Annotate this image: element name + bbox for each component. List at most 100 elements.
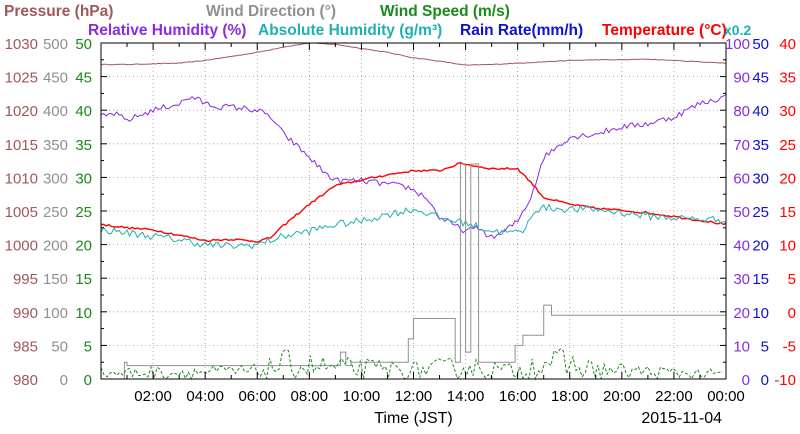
- pressure-tick-label: 1000: [5, 238, 38, 255]
- temperature-tick-label: 40: [779, 36, 796, 53]
- pressure-tick-label: 995: [13, 271, 38, 288]
- legend: Pressure (hPa) Wind Direction (°) Wind Spe…: [4, 3, 751, 39]
- temperature-tick-label: 35: [779, 70, 796, 87]
- wind-speed-tick-label: 50: [75, 36, 92, 53]
- legend-item: Absolute Humidity (g/m³): [258, 22, 442, 39]
- x-tick-label: 16:00: [499, 388, 537, 405]
- humidity-tick-label: 20: [733, 305, 750, 322]
- humidity-tick-label: 80: [733, 103, 750, 120]
- rain-rate-tick-label: 35: [752, 137, 769, 154]
- scale-note: x0.2: [724, 22, 751, 38]
- x-tick-label: 04:00: [186, 388, 224, 405]
- pressure-tick-label: 1030: [5, 36, 38, 53]
- x-tick-label: 00:00: [707, 388, 745, 405]
- humidity-tick-label: 90: [733, 70, 750, 87]
- rain-rate-tick-label: 30: [752, 170, 769, 187]
- wind-direction-tick-label: 250: [43, 204, 68, 221]
- temperature-tick-label: 25: [779, 137, 796, 154]
- rain-rate-tick-label: 0: [761, 372, 769, 389]
- series-relative-humidity: [100, 94, 727, 240]
- wind-direction-tick-label: 0: [60, 372, 68, 389]
- wind-direction-tick-label: 450: [43, 70, 68, 87]
- x-tick-label: 22:00: [655, 388, 693, 405]
- x-tick-label: 20:00: [603, 388, 641, 405]
- left-axes: 9809859909951000100510101015102010251030…: [5, 36, 92, 389]
- legend-item: Wind Direction (°): [206, 3, 336, 20]
- humidity-tick-label: 60: [733, 170, 750, 187]
- date-label: 2015-11-04: [641, 410, 722, 427]
- series-wind-speed: [100, 348, 723, 381]
- wind-speed-tick-label: 20: [75, 238, 92, 255]
- temperature-tick-label: 10: [779, 238, 796, 255]
- humidity-tick-label: 40: [733, 238, 750, 255]
- grid: [101, 43, 726, 379]
- rain-rate-tick-label: 15: [752, 271, 769, 288]
- x-tick-label: 10:00: [343, 388, 381, 405]
- x-tick-label: 12:00: [395, 388, 433, 405]
- legend-item: Wind Speed (m/s): [380, 3, 510, 20]
- wind-speed-tick-label: 25: [75, 204, 92, 221]
- wind-direction-tick-label: 500: [43, 36, 68, 53]
- tick-marks: [101, 42, 726, 380]
- wind-speed-tick-label: 30: [75, 170, 92, 187]
- legend-item: Rain Rate(mm/h): [460, 22, 583, 39]
- pressure-tick-label: 980: [13, 372, 38, 389]
- temperature-tick-label: 15: [779, 204, 796, 221]
- wind-speed-tick-label: 10: [75, 305, 92, 322]
- rain-rate-tick-label: 40: [752, 103, 769, 120]
- x-tick-label: 08:00: [291, 388, 329, 405]
- legend-item: Pressure (hPa): [4, 3, 113, 20]
- x-axis-label: Time (JST): [374, 410, 453, 427]
- temperature-tick-label: -10: [774, 372, 796, 389]
- legend-item: Relative Humidity (%): [88, 22, 246, 39]
- temperature-tick-label: 0: [788, 305, 796, 322]
- wind-speed-tick-label: 0: [84, 372, 92, 389]
- wind-speed-tick-label: 40: [75, 103, 92, 120]
- pressure-tick-label: 1015: [5, 137, 38, 154]
- wind-speed-tick-label: 45: [75, 70, 92, 87]
- wind-direction-tick-label: 300: [43, 170, 68, 187]
- wind-direction-tick-label: 100: [43, 305, 68, 322]
- x-axis: 02:00 04:00 06:00 08:00 10:00 12:00 14:00 16:00…: [134, 388, 744, 427]
- x-tick-label: 02:00: [134, 388, 172, 405]
- rain-rate-tick-label: 5: [761, 338, 769, 355]
- humidity-tick-label: 0: [742, 372, 750, 389]
- series-absolute-humidity: [100, 203, 727, 250]
- rain-rate-tick-label: 45: [752, 70, 769, 87]
- wind-speed-tick-label: 15: [75, 271, 92, 288]
- wind-direction-tick-label: 400: [43, 103, 68, 120]
- legend-item: Temperature (°C): [602, 22, 727, 39]
- pressure-tick-label: 1005: [5, 204, 38, 221]
- pressure-tick-label: 985: [13, 338, 38, 355]
- humidity-tick-label: 10: [733, 338, 750, 355]
- wind-direction-tick-label: 350: [43, 137, 68, 154]
- humidity-tick-label: 30: [733, 271, 750, 288]
- series-pressure: [100, 42, 727, 66]
- pressure-tick-label: 1025: [5, 70, 38, 87]
- pressure-tick-label: 1020: [5, 103, 38, 120]
- humidity-tick-label: 70: [733, 137, 750, 154]
- pressure-tick-label: 1010: [5, 170, 38, 187]
- humidity-tick-label: 100: [725, 36, 750, 53]
- wind-direction-tick-label: 200: [43, 238, 68, 255]
- x-tick-label: 14:00: [447, 388, 485, 405]
- x-tick-label: 18:00: [551, 388, 589, 405]
- temperature-tick-label: 20: [779, 170, 796, 187]
- humidity-tick-label: 50: [733, 204, 750, 221]
- temperature-tick-label: -5: [783, 338, 796, 355]
- rain-rate-tick-label: 10: [752, 305, 769, 322]
- series-temperature: [100, 161, 727, 243]
- wind-speed-tick-label: 35: [75, 137, 92, 154]
- rain-rate-tick-label: 50: [752, 36, 769, 53]
- pressure-tick-label: 990: [13, 305, 38, 322]
- temperature-tick-label: 30: [779, 103, 796, 120]
- temperature-tick-label: 5: [788, 271, 796, 288]
- rain-rate-tick-label: 25: [752, 204, 769, 221]
- series-wind-direction: [108, 163, 726, 380]
- wind-direction-tick-label: 150: [43, 271, 68, 288]
- rain-rate-tick-label: 20: [752, 238, 769, 255]
- wind-speed-tick-label: 5: [84, 338, 92, 355]
